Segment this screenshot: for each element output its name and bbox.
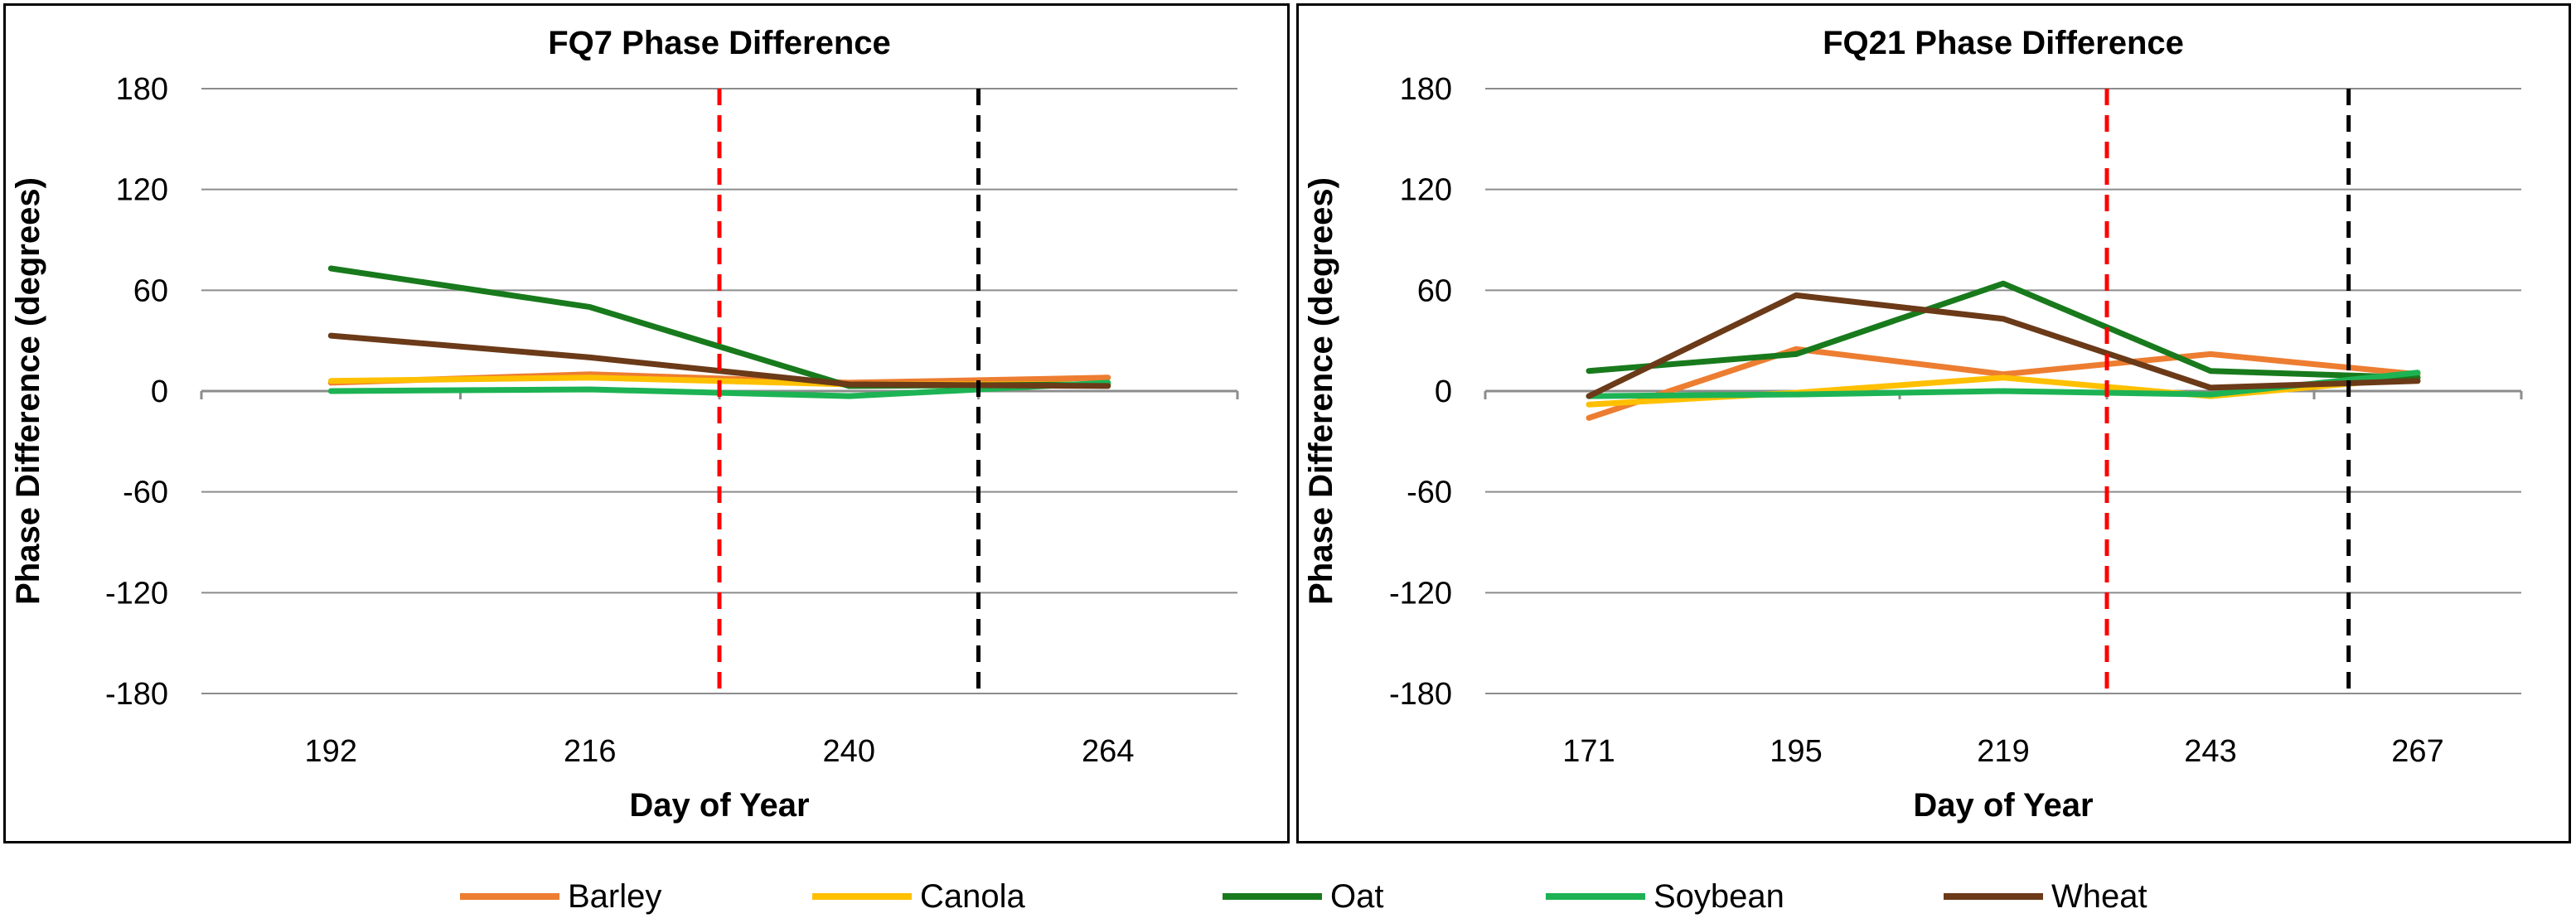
fq21-y-tick-label: -60 bbox=[1407, 476, 1452, 510]
legend-item-soybean: Soybean bbox=[1546, 870, 1784, 923]
fq21-y-tick-label: 60 bbox=[1417, 273, 1452, 308]
fq7-x-tick-label: 216 bbox=[564, 734, 616, 769]
fq21-x-tick-label: 243 bbox=[2184, 734, 2236, 769]
fq21-chart: FQ21 Phase Difference 180 120 60 0 -60 -120 -18… bbox=[1303, 25, 2523, 824]
legend-label-soybean: Soybean bbox=[1654, 877, 1784, 915]
fq21-y-tick-label: -180 bbox=[1389, 677, 1452, 712]
legend-swatch-barley bbox=[460, 893, 559, 900]
fq7-x-tick-label: 192 bbox=[305, 734, 357, 769]
fq7-x-tick-label: 264 bbox=[1082, 734, 1134, 769]
legend-swatch-canola bbox=[812, 893, 912, 900]
fq7-x-axis-title: Day of Year bbox=[629, 787, 809, 824]
fq21-x-tick-label: 219 bbox=[1977, 734, 2029, 769]
fq21-series-line-barley bbox=[1586, 346, 2421, 421]
fq7-chart: FQ7 Phase Difference 180 120 60 0 -60 -120 -180… bbox=[10, 25, 1239, 824]
legend-swatch-soybean bbox=[1546, 893, 1645, 900]
fq7-y-tick-label: -60 bbox=[123, 476, 168, 510]
fq21-y-tick-label: 0 bbox=[1435, 375, 1452, 409]
fq21-x-tick-label: 195 bbox=[1770, 734, 1822, 769]
fq21-y-tick-label: -120 bbox=[1389, 576, 1452, 611]
legend-swatch-wheat bbox=[1944, 893, 2043, 900]
chart-legend: Barley Canola Oat Soybean Wheat bbox=[0, 870, 2576, 923]
fq21-chart-title: FQ21 Phase Difference bbox=[1823, 25, 2184, 61]
legend-item-canola: Canola bbox=[812, 870, 1025, 923]
fq21-chart-panel: FQ21 Phase Difference 180 120 60 0 -60 -120 -18… bbox=[1296, 3, 2571, 843]
fq21-y-tick-label: 120 bbox=[1400, 173, 1452, 208]
fq21-x-tick-label: 171 bbox=[1562, 734, 1615, 769]
legend-label-wheat: Wheat bbox=[2051, 877, 2147, 915]
fq21-y-tick-label: 180 bbox=[1400, 72, 1452, 107]
fq7-y-tick-label: -120 bbox=[105, 576, 168, 611]
legend-label-barley: Barley bbox=[568, 877, 662, 915]
fq21-series-line-wheat bbox=[1586, 292, 2421, 399]
fq7-y-tick-label: 0 bbox=[151, 375, 168, 409]
legend-item-wheat: Wheat bbox=[1944, 870, 2147, 923]
legend-label-oat: Oat bbox=[1330, 877, 1384, 915]
legend-swatch-oat bbox=[1223, 893, 1322, 900]
fq7-y-tick-label: 120 bbox=[116, 173, 168, 208]
legend-item-oat: Oat bbox=[1223, 870, 1383, 923]
fq7-x-tick-label: 240 bbox=[823, 734, 875, 769]
fq21-series-line-oat bbox=[1586, 280, 2421, 381]
fq7-y-tick-label: 180 bbox=[116, 72, 168, 107]
fq7-y-axis-title: Phase Difference (degrees) bbox=[10, 177, 46, 605]
fq21-y-axis-title: Phase Difference (degrees) bbox=[1303, 177, 1339, 605]
fq7-chart-panel: FQ7 Phase Difference 180 120 60 0 -60 -120 -180… bbox=[3, 3, 1290, 843]
fq7-y-tick-label: 60 bbox=[133, 273, 168, 308]
legend-item-barley: Barley bbox=[460, 870, 661, 923]
fq21-x-tick-label: 267 bbox=[2391, 734, 2443, 769]
fq7-chart-title: FQ7 Phase Difference bbox=[548, 25, 891, 61]
fq7-y-tick-label: -180 bbox=[105, 677, 168, 712]
legend-label-canola: Canola bbox=[920, 877, 1025, 915]
fq21-x-axis-title: Day of Year bbox=[1913, 787, 2093, 824]
